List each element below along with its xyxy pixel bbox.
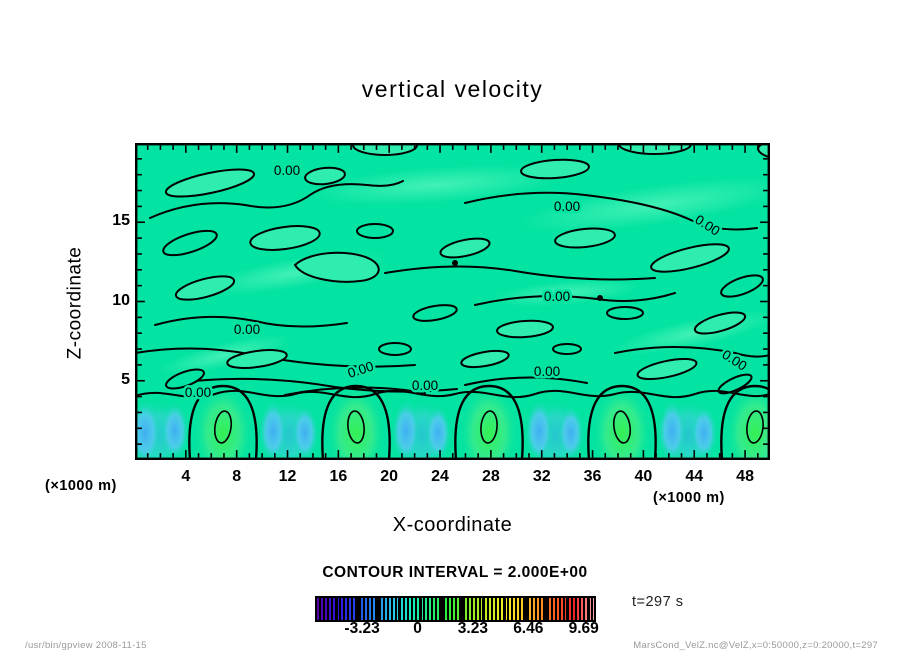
colorbar-tick-label: 0 [413, 620, 422, 637]
contour-line-label: 0.00 [534, 364, 560, 379]
contour-line-label: 0.00 [274, 163, 300, 178]
y-axis-label: Z-coordinate [64, 246, 86, 360]
page-title: vertical velocity [361, 76, 544, 102]
axis-ticks [137, 145, 768, 458]
x-tick-label: 32 [532, 468, 551, 485]
colorbar-tick-label: 3.23 [457, 620, 488, 637]
contour-plot-canvas: 0.00 0.00 0.00 0.00 0.00 0.00 0.00 0.00 … [123, 133, 799, 483]
x-tick-label: 8 [232, 468, 242, 485]
x-tick-label: 4 [181, 468, 191, 485]
time-annotation: t=297 s [632, 594, 684, 610]
downdraft-plumes [123, 399, 780, 471]
y-axis-unit: (×1000 m) [45, 478, 117, 494]
contour-interval-note: CONTOUR INTERVAL = 2.000E+00 [322, 564, 588, 581]
colorbar-tick-label: 9.69 [568, 620, 599, 637]
x-tick-label: 40 [634, 468, 653, 485]
x-tick-label: 28 [481, 468, 500, 485]
x-axis-unit: (×1000 m) [653, 490, 725, 506]
contour-line-label: 0.00 [234, 322, 260, 337]
y-tick-label: 5 [121, 370, 130, 388]
x-axis-label: X-coordinate [392, 514, 513, 536]
contour-lines [134, 133, 799, 462]
x-tick-label: 36 [583, 468, 602, 485]
footer-program-stamp: /usr/bin/gpview 2008-11-15 [25, 640, 147, 651]
contour-plot: 0.00 0.00 0.00 0.00 0.00 0.00 0.00 0.00 … [123, 133, 799, 483]
x-tick-label: 24 [431, 468, 449, 485]
x-tick-label: 16 [329, 468, 348, 485]
contour-line-label: 0.00 [554, 199, 580, 214]
plot-frame-border [135, 143, 770, 461]
y-tick-label: 15 [112, 212, 130, 230]
colorbar-tick-label: 6.46 [513, 620, 544, 637]
x-tick-label: 44 [685, 468, 704, 485]
contour-line-label: 0.00 [544, 289, 570, 304]
footer-dataset-stamp: MarsCond_VelZ.nc@VelZ,x=0:50000,z=0:2000… [633, 640, 878, 651]
x-tick-label: 20 [380, 468, 399, 485]
x-tick-label: 12 [278, 468, 297, 485]
colorbar-tick-label: -3.23 [344, 620, 380, 637]
contour-line-label: 0.00 [185, 385, 211, 400]
contour-line-label: 0.00 [412, 378, 438, 393]
x-tick-label: 48 [736, 468, 754, 485]
y-tick-label: 10 [112, 291, 130, 309]
colorbar [315, 596, 596, 622]
